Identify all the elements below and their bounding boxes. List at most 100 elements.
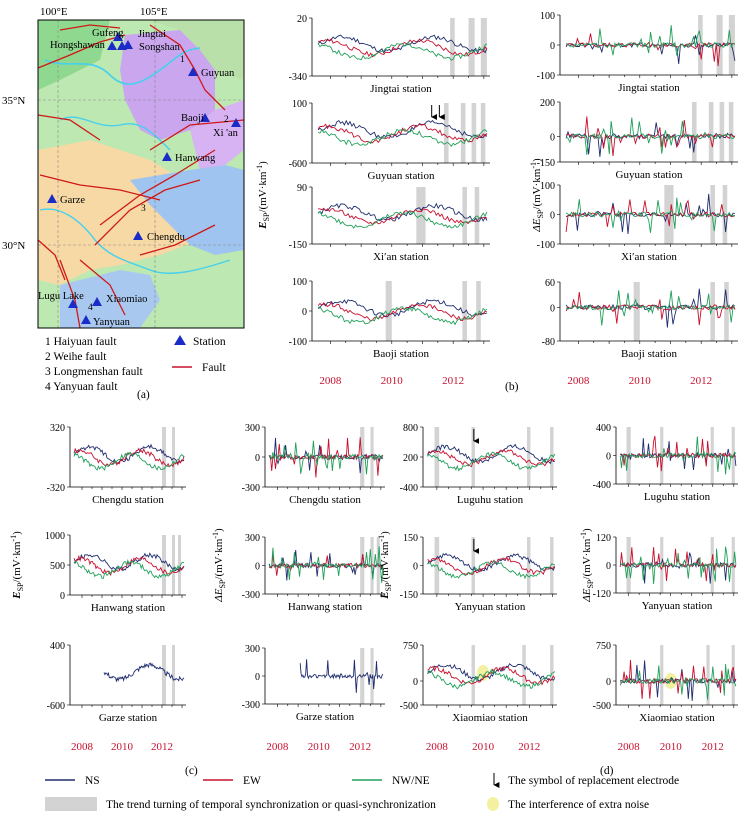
year-label: 2010 (308, 741, 331, 753)
chart-panel: 300 0 -300 Garze station (242, 644, 385, 723)
sync-band (476, 281, 481, 341)
station-label: Baoji (181, 113, 204, 124)
sync-band (471, 103, 477, 163)
ns-line (73, 552, 185, 573)
ew-line (317, 301, 488, 322)
sync-band (462, 187, 467, 244)
y-tick-label: 0 (413, 562, 418, 573)
legend-station-label: Station (193, 336, 226, 348)
station-marker (107, 41, 117, 50)
fault-number: 2 (224, 115, 229, 125)
chart-panel: 150 0 -150 Yanyuan station (400, 533, 557, 613)
chart-panel: 100 0 -100 Xi′an station (537, 181, 738, 263)
legend-shade-label: The trend turning of temporal synchroniz… (106, 799, 436, 811)
map-region (38, 20, 110, 90)
sync-band (471, 645, 475, 705)
sync-band (471, 427, 475, 487)
year-label: 2010 (111, 741, 134, 753)
station-label: Xiaomiao (106, 294, 147, 305)
river (39, 208, 231, 274)
y-tick-label: 120 (596, 533, 611, 544)
station-title: Jingtai station (618, 82, 680, 94)
year-label: 2012 (702, 741, 724, 753)
ns-line (427, 552, 556, 573)
fault-number: 1 (180, 55, 185, 65)
sync-band (162, 645, 166, 705)
fault-number: 3 (141, 204, 146, 214)
nwne-line (427, 451, 556, 472)
ns-line (317, 34, 488, 54)
sync-band (462, 281, 467, 341)
sync-band (724, 282, 729, 341)
chart-panel: 100 -600 Guyuan station (289, 99, 490, 182)
sync-band (706, 645, 710, 705)
sync-band (172, 427, 175, 487)
ns-line (103, 662, 185, 683)
map-region-ordos (120, 30, 215, 140)
map-region (190, 100, 244, 170)
ew-line (565, 199, 736, 232)
y-tick-label: 100 (292, 99, 307, 110)
fault-list-item: 1 Haiyuan fault (45, 336, 117, 348)
legend-shade-swatch (45, 797, 97, 811)
sync-band (480, 103, 486, 163)
river (59, 116, 171, 151)
y-tick-label: 0 (606, 452, 611, 463)
station-title: Luguhu station (644, 491, 711, 503)
station-label: Hanwang (175, 153, 216, 164)
ew-line (619, 659, 737, 699)
sync-band (468, 18, 475, 76)
y-tick-label: 750 (596, 641, 611, 652)
y-tick-label: 0 (550, 41, 555, 52)
y-tick-label: -300 (242, 700, 260, 711)
ew-line (73, 447, 185, 468)
y-tick-label: 400 (596, 423, 611, 434)
nwne-line (268, 546, 384, 583)
ew-line (619, 547, 737, 582)
y-tick-label: 300 (245, 533, 260, 544)
panel-label-a: (a) (137, 389, 150, 401)
y-axis-title: ESP/(mV·km-1) (9, 531, 25, 600)
fault-number: 4 (88, 303, 93, 313)
map-region (60, 270, 160, 328)
y-tick-label: 100 (540, 181, 555, 192)
sync-band (450, 18, 455, 76)
station-title: Baoji station (621, 348, 677, 360)
nwne-line (268, 440, 384, 475)
y-tick-label: -150 (289, 240, 307, 251)
y-tick-label: 60 (545, 278, 555, 289)
station-title: Chengdu station (289, 494, 361, 506)
y-tick-label: -100 (289, 337, 307, 348)
nwne-line (318, 306, 488, 326)
y-tick-label: -320 (47, 483, 65, 494)
sync-band (162, 535, 166, 595)
legend-noise-swatch (487, 797, 499, 811)
station-marker (68, 299, 78, 308)
sync-band (710, 185, 715, 244)
y-tick-label: 0 (302, 307, 307, 318)
sync-band (550, 537, 554, 594)
chart-panel: 20 -340 Jingtai station (289, 14, 490, 95)
sync-band (728, 102, 734, 162)
ns-line (317, 119, 488, 139)
y-axis-title: ESP/(mV·km-1) (377, 531, 393, 600)
year-label: 2008 (71, 741, 94, 753)
year-label: 2010 (472, 741, 495, 753)
station-marker (92, 297, 102, 306)
station-title: Yanyuan station (455, 601, 526, 613)
y-tick-label: -500 (593, 701, 611, 712)
chart-panel: 300 0 -300 Hanwang station (242, 533, 385, 613)
chart-panel: 320 -320 Chengdu station (47, 423, 186, 506)
y-tick-label: -340 (289, 72, 307, 83)
year-label: 2012 (151, 741, 173, 753)
y-tick-label: -600 (47, 701, 65, 712)
chart-panel: 100 0 -100 Baoji station (289, 277, 490, 360)
chart-panel: 1000 500 0 Hanwang station (45, 531, 186, 614)
y-tick-label: 300 (245, 423, 260, 434)
y-tick-label: -120 (593, 589, 611, 600)
ew-line (317, 123, 488, 144)
chart-panel: 90 -150 Xi′an station (289, 183, 490, 263)
sync-band (708, 102, 714, 162)
